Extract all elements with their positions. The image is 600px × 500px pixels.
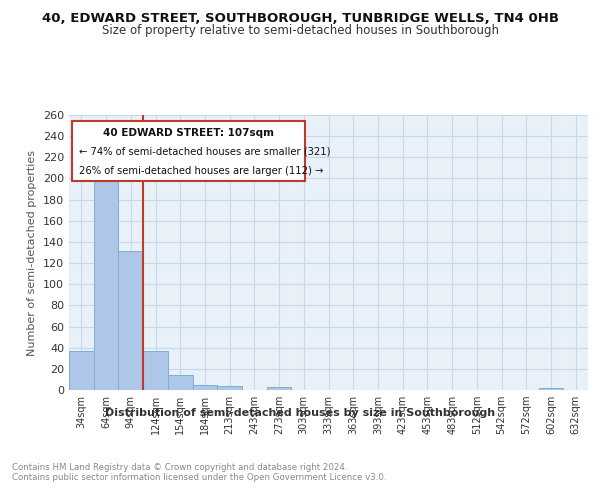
- Bar: [539, 388, 563, 390]
- Bar: [267, 387, 292, 390]
- Text: 40, EDWARD STREET, SOUTHBOROUGH, TUNBRIDGE WELLS, TN4 0HB: 40, EDWARD STREET, SOUTHBOROUGH, TUNBRID…: [41, 12, 559, 26]
- Bar: [69, 351, 94, 390]
- Bar: [168, 375, 193, 390]
- Text: 40 EDWARD STREET: 107sqm: 40 EDWARD STREET: 107sqm: [103, 128, 274, 138]
- Bar: [94, 167, 118, 390]
- Text: Contains HM Land Registry data © Crown copyright and database right 2024.
Contai: Contains HM Land Registry data © Crown c…: [12, 462, 386, 482]
- Bar: [143, 351, 168, 390]
- Bar: [217, 386, 242, 390]
- Bar: [193, 384, 217, 390]
- Y-axis label: Number of semi-detached properties: Number of semi-detached properties: [28, 150, 37, 356]
- FancyBboxPatch shape: [71, 120, 305, 181]
- Text: Size of property relative to semi-detached houses in Southborough: Size of property relative to semi-detach…: [101, 24, 499, 37]
- Text: 26% of semi-detached houses are larger (112) →: 26% of semi-detached houses are larger (…: [79, 166, 324, 176]
- Bar: [118, 252, 143, 390]
- Text: Distribution of semi-detached houses by size in Southborough: Distribution of semi-detached houses by …: [105, 408, 495, 418]
- Text: ← 74% of semi-detached houses are smaller (321): ← 74% of semi-detached houses are smalle…: [79, 146, 331, 156]
